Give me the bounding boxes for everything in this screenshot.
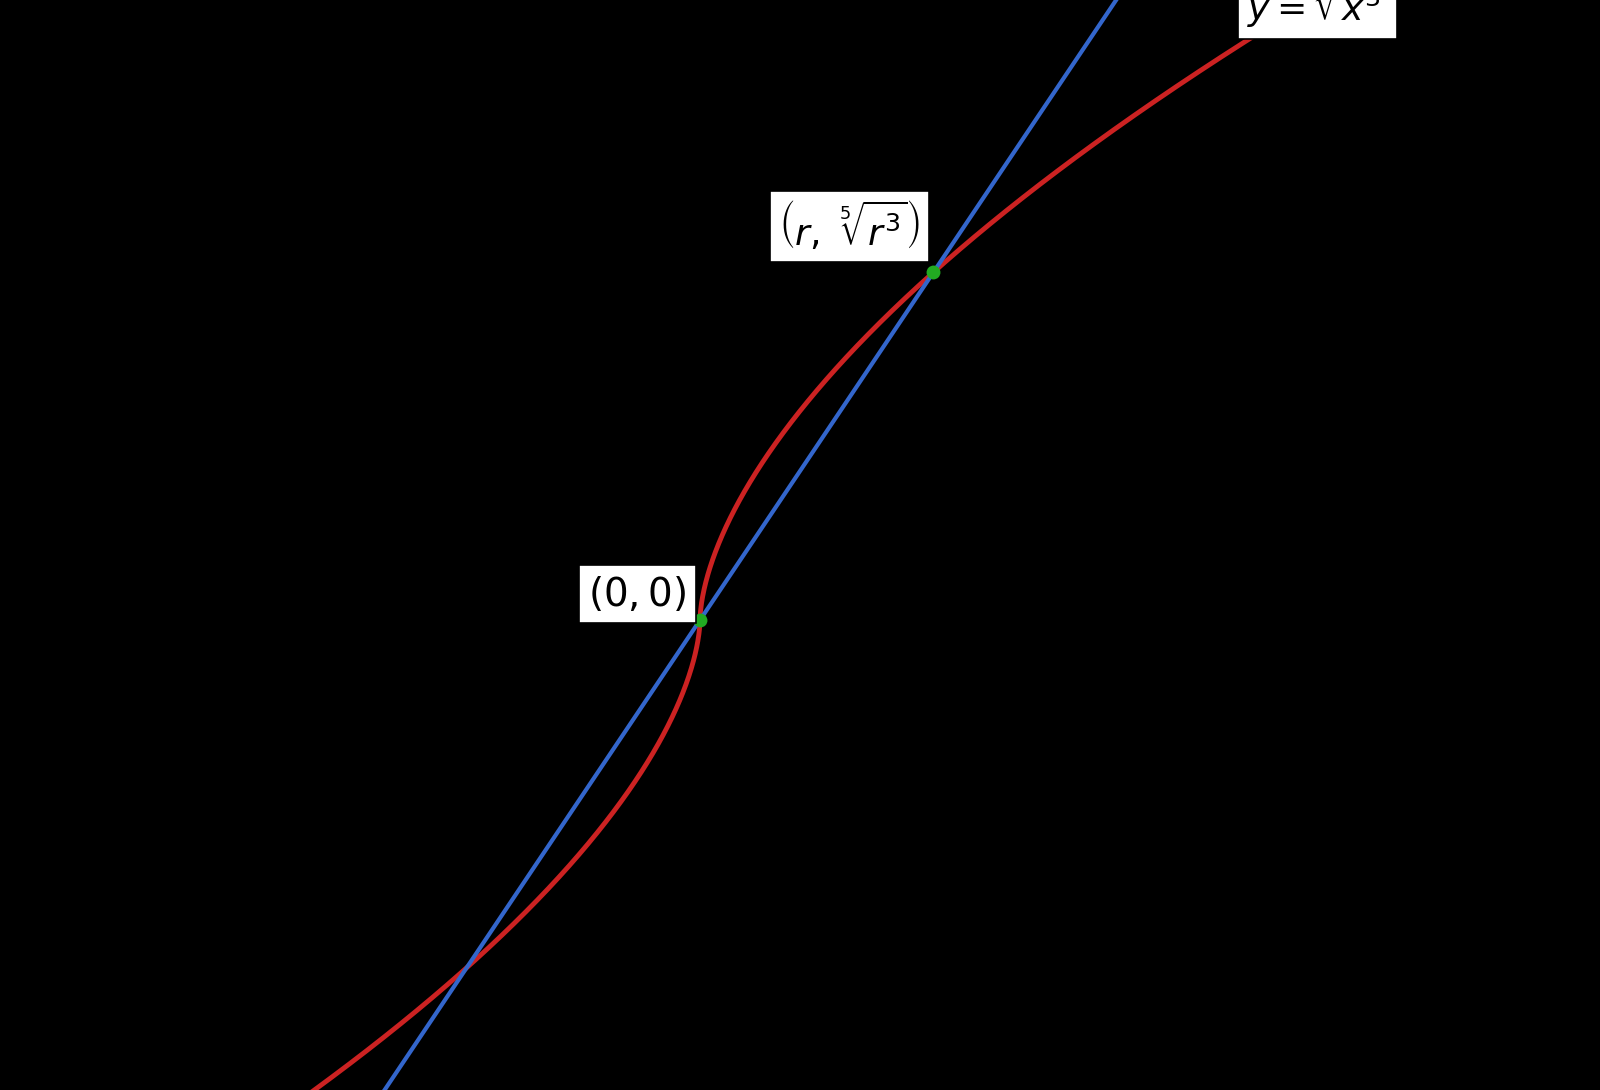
Point <box>920 264 946 281</box>
Point <box>688 611 714 629</box>
Text: $\left(r,\ \sqrt[5]{r^3}\right)$: $\left(r,\ \sqrt[5]{r^3}\right)$ <box>779 199 920 253</box>
Text: $(0,0)$: $(0,0)$ <box>589 574 686 614</box>
Text: $y = \sqrt[5]{x^3}$: $y = \sqrt[5]{x^3}$ <box>1246 0 1389 29</box>
